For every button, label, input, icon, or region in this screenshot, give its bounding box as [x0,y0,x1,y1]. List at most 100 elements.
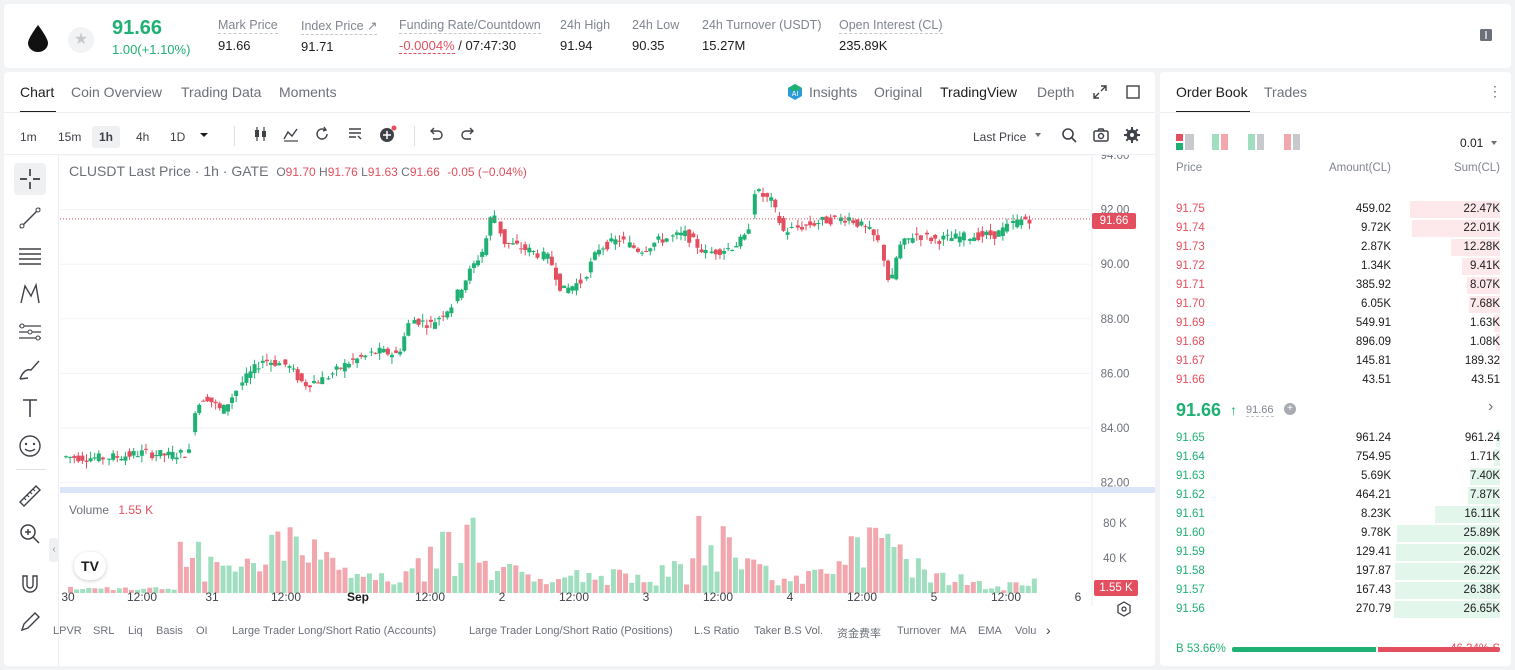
book-both-icon[interactable] [1176,134,1194,150]
chevron-down-icon[interactable] [199,131,209,139]
settings-gear-icon[interactable] [1123,126,1141,144]
emoji-tool[interactable] [14,430,46,462]
tab-moments[interactable]: Moments [279,84,337,100]
timeframe-1d[interactable]: 1D [170,130,186,144]
templates-icon[interactable] [346,125,364,143]
indicator-item[interactable]: Basis [156,625,183,637]
ask-row[interactable]: 91.73 2.87K 12.28K [1160,238,1511,257]
camera-icon[interactable] [1092,126,1110,144]
precision-select[interactable]: 0.01 [1460,136,1484,150]
ask-row[interactable]: 91.69 549.91 1.63K [1160,314,1511,333]
ask-row[interactable]: 91.68 896.09 1.08K [1160,333,1511,352]
timeframe-15m[interactable]: 15m [58,130,82,144]
volume-bar [263,564,269,593]
magnet-tool[interactable] [14,568,46,600]
chevron-down-icon[interactable] [1490,140,1498,146]
ask-row[interactable]: 91.66 43.51 43.51 [1160,371,1511,390]
tab-trades[interactable]: Trades [1264,84,1308,100]
stat-open-interest[interactable]: Open Interest (CL) 235.89K [839,18,943,53]
brush-tool[interactable] [14,354,46,386]
ask-row[interactable]: 91.67 145.81 189.32 [1160,352,1511,371]
indicator-item[interactable]: EMA [978,625,1002,637]
stat-funding-rate[interactable]: Funding Rate/Countdown -0.0004% / 07:47:… [399,18,541,54]
collapse-toolbar-icon[interactable]: ‹ [49,538,59,562]
timeframe-4h[interactable]: 4h [136,130,150,144]
pencil-tool[interactable] [14,606,46,638]
chevron-right-icon[interactable]: › [1488,398,1494,415]
crosshair-tool[interactable] [14,163,46,195]
fib-tool[interactable] [14,240,46,272]
tradingview-logo-icon[interactable]: TV [74,552,106,580]
bid-row[interactable]: 91.58 197.87 26.22K [1160,562,1511,581]
indicator-item[interactable]: Liq [128,625,143,637]
tab-trading-data[interactable]: Trading Data [181,84,262,100]
ask-row[interactable]: 91.71 385.92 8.07K [1160,276,1511,295]
bid-row[interactable]: 91.64 754.95 1.71K [1160,448,1511,467]
stat-mark-price[interactable]: Mark Price 91.66 [218,18,278,53]
projection-tool[interactable] [14,316,46,348]
ask-row[interactable]: 91.75 459.02 22.47K [1160,200,1511,219]
candles-icon[interactable] [252,125,270,143]
timeframe-1m[interactable]: 1m [20,130,37,144]
timeframe-1h[interactable]: 1h [92,126,121,148]
trendline-tool[interactable] [14,202,46,234]
book-split-icon[interactable] [1212,134,1230,150]
search-icon[interactable] [1060,126,1078,144]
bid-row[interactable]: 91.60 9.78K 25.89K [1160,524,1511,543]
tab-chart[interactable]: Chart [20,84,55,100]
ask-row[interactable]: 91.72 1.34K 9.41K [1160,257,1511,276]
guide-book-icon[interactable] [1479,28,1493,42]
indicator-item[interactable]: LPVR [53,625,82,637]
indicator-item[interactable]: Large Trader Long/Short Ratio (Accounts) [232,625,437,637]
favorite-star-icon[interactable]: ★ [68,27,94,53]
bid-row[interactable]: 91.57 167.43 26.38K [1160,581,1511,600]
chevron-right-icon[interactable]: › [1046,622,1051,638]
bid-row[interactable]: 91.63 5.69K 7.40K [1160,467,1511,486]
volume-bar [562,577,568,593]
indicator-item[interactable]: 资金费率 [837,628,881,640]
measure-tool[interactable] [14,480,46,512]
tab-tradingview[interactable]: TradingView [940,84,1018,100]
text-tool[interactable] [14,392,46,424]
tab-order-book[interactable]: Order Book [1176,84,1248,100]
pattern-tool[interactable] [14,278,46,310]
indicator-item[interactable]: OI [196,625,208,637]
expand-icon[interactable] [1093,85,1107,99]
indicator-item[interactable]: Turnover [897,625,941,637]
indicator-item[interactable]: L.S Ratio [694,625,740,637]
bid-row[interactable]: 91.56 270.79 26.65K [1160,600,1511,619]
indicator-item[interactable]: Volu [1015,625,1037,637]
price-type-select[interactable]: Last Price [973,130,1027,144]
indicator-item[interactable]: MA [950,625,967,637]
plus-icon[interactable]: + [1284,403,1296,415]
indicator-item[interactable]: Taker B.S Vol. [754,625,824,637]
tab-insights[interactable]: Insights [809,84,858,100]
stat-index-price[interactable]: Index Price ↗ 91.71 [301,18,378,54]
tab-depth[interactable]: Depth [1037,84,1075,100]
more-menu-icon[interactable]: ⋮ [1488,83,1502,99]
ask-row[interactable]: 91.70 6.05K 7.68K [1160,295,1511,314]
indicator-item[interactable]: Large Trader Long/Short Ratio (Positions… [469,625,673,637]
replay-icon[interactable] [313,125,331,143]
sell-ratio: 46.34% S [1450,643,1500,655]
add-alert-icon[interactable] [379,125,397,143]
redo-icon[interactable] [459,125,477,143]
mid-mark-price[interactable]: 91.66 [1246,404,1274,417]
axis-settings-icon[interactable] [1116,601,1132,617]
indicators-icon[interactable] [282,125,300,143]
book-asks-icon[interactable] [1284,134,1302,150]
bid-row[interactable]: 91.59 129.41 26.02K [1160,543,1511,562]
tab-original[interactable]: Original [874,84,923,100]
chevron-down-icon[interactable] [1034,132,1042,138]
bid-row[interactable]: 91.61 8.23K 16.11K [1160,505,1511,524]
zoom-tool[interactable] [14,518,46,550]
book-bids-icon[interactable] [1248,134,1266,150]
bid-row[interactable]: 91.65 961.24 961.24 [1160,429,1511,448]
ask-row[interactable]: 91.74 9.72K 22.01K [1160,219,1511,238]
window-icon[interactable] [1126,85,1140,99]
undo-icon[interactable] [427,125,445,143]
tab-coin-overview[interactable]: Coin Overview [71,84,163,100]
indicator-item[interactable]: SRL [93,625,115,637]
bid-row[interactable]: 91.62 464.21 7.87K [1160,486,1511,505]
